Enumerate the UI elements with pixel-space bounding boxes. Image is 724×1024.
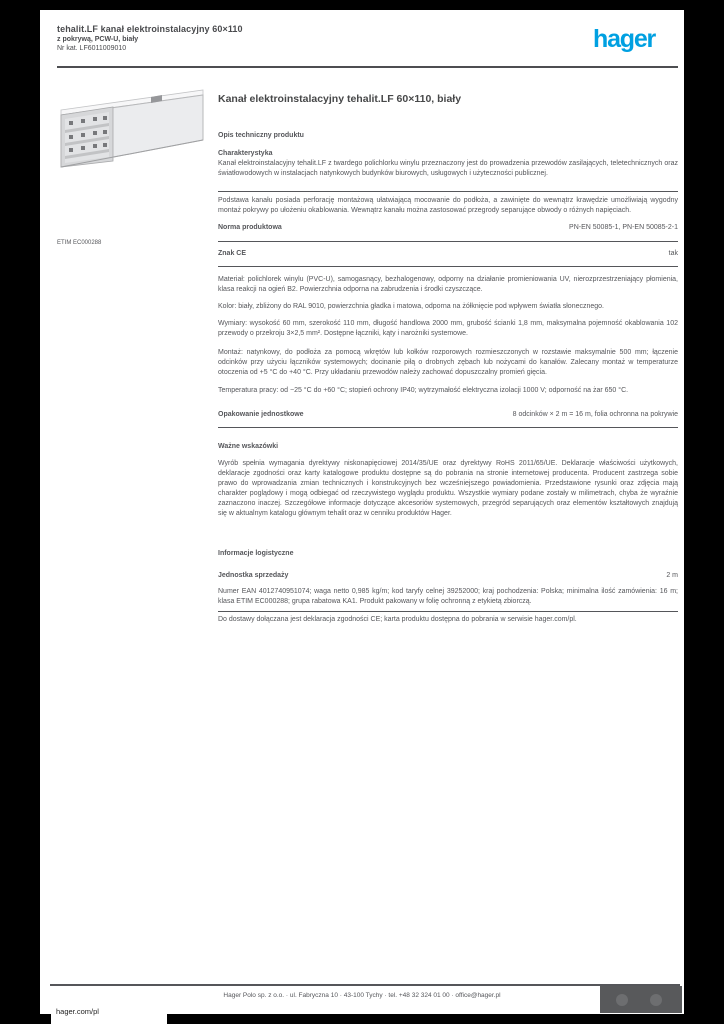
product-photo-cable-trunking xyxy=(55,88,215,176)
product-title-block: tehalit.LF kanał elektroinstalacyjny 60×… xyxy=(57,23,243,53)
product-reference: Nr kat. LF6011009010 xyxy=(57,45,127,52)
notes-label: Ważne wskazówki xyxy=(218,443,279,450)
table-row-standard: Norma produktowa PN-EN 50085-1, PN-EN 50… xyxy=(218,223,678,242)
section-title-description: Opis techniczny produktu xyxy=(218,132,304,139)
table-row-ce-mark: Znak CE tak xyxy=(218,249,678,267)
logistics-paragraph: Numer EAN 4012740951074; waga netto 0,98… xyxy=(218,587,678,612)
main-content-column: Kanał elektroinstalacyjny tehalit.LF 60×… xyxy=(218,10,678,625)
property-color: Kolor: biały, zbliżony do RAL 9010, powi… xyxy=(218,303,604,310)
property-dimensions: Wymiary: wysokość 60 mm, szerokość 110 m… xyxy=(218,320,678,337)
header-divider xyxy=(57,66,678,68)
cable-trunking-illustration xyxy=(60,89,204,168)
row-value: tak xyxy=(668,250,678,257)
hager-logo: hager xyxy=(593,25,656,53)
description-paragraph-1: Kanał elektroinstalacyjny tehalit.LF z t… xyxy=(218,159,678,192)
footer-divider xyxy=(50,984,680,986)
row-label: Znak CE xyxy=(218,250,247,257)
row-label: Opakowanie jednostkowe xyxy=(218,411,304,418)
footer-company-info: Hager Polo sp. z o.o. · ul. Fabryczna 10… xyxy=(223,992,501,999)
property-mounting: Montaż: natynkowy, do podłoża za pomocą … xyxy=(218,349,678,376)
row-value: 8 odcinków × 2 m = 16 m, folia ochronna … xyxy=(512,411,678,418)
property-temperature: Temperatura pracy: od −25 °C do +60 °C; … xyxy=(218,387,629,394)
certification-mark-icon xyxy=(616,994,628,1006)
table-row-packaging: Opakowanie jednostkowe 8 odcinków × 2 m … xyxy=(218,410,678,428)
page-title: Kanał elektroinstalacyjny tehalit.LF 60×… xyxy=(218,93,462,105)
property-material: Materiał: polichlorek winylu (PVC-U), sa… xyxy=(218,276,678,293)
table-row-sales-unit: Jednostka sprzedaży 2 m xyxy=(218,571,678,581)
row-value: PN-EN 50085-1, PN-EN 50085-2-1 xyxy=(569,224,678,231)
product-subtitle: z pokrywą, PCW-U, biały xyxy=(57,36,139,43)
availability-paragraph: Do dostawy dołączana jest deklaracja zgo… xyxy=(218,616,577,623)
row-label: Jednostka sprzedaży xyxy=(218,572,289,579)
row-value: 2 m xyxy=(666,572,678,579)
document-page: tehalit.LF kanał elektroinstalacyjny 60×… xyxy=(40,10,684,1014)
product-title: tehalit.LF kanał elektroinstalacyjny 60×… xyxy=(57,24,243,34)
characteristics-label: Charakterystyka xyxy=(218,150,273,157)
section-title-logistics: Informacje logistyczne xyxy=(218,550,294,557)
legal-notes-paragraph: Wyrób spełnia wymagania dyrektywy niskon… xyxy=(218,460,678,517)
image-caption: ETIM EC000288 xyxy=(57,240,102,246)
description-paragraph-2: Podstawa kanału posiada perforację monta… xyxy=(218,197,678,214)
row-label: Norma produktowa xyxy=(218,224,282,231)
footer-certification-badge xyxy=(600,986,682,1013)
certification-mark-icon xyxy=(650,994,662,1006)
footer-website-link[interactable]: hager.com/pl xyxy=(51,1002,167,1024)
